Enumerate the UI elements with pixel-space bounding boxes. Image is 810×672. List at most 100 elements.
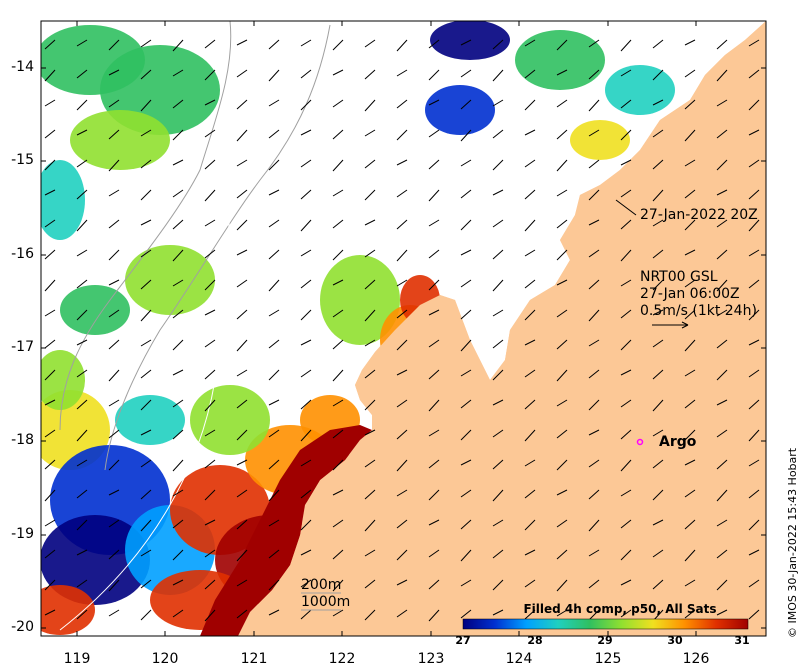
current-arrow [204,519,216,526]
current-arrow [460,99,472,110]
sst-patch [41,515,150,605]
contour-200m [59,21,232,431]
current-arrow [428,129,440,138]
current-arrow [620,39,632,52]
current-arrow [588,489,600,500]
current-arrow [460,159,472,167]
current-arrow [76,249,88,257]
current-arrow [44,339,56,349]
current-arrow [76,339,88,346]
current-arrow [396,489,408,497]
current-arrow [172,609,184,618]
current-arrow [44,399,56,406]
current-arrow [44,219,56,228]
current-arrow [716,369,728,381]
current-arrow [108,399,120,407]
current-arrow [716,309,728,317]
current-arrow [108,489,120,496]
current-arrow [748,99,760,111]
current-arrow [204,369,216,380]
current-arrow [268,399,280,406]
current-arrow [300,429,312,442]
current-arrow [652,549,664,558]
y-tick-label: -19 [11,526,34,542]
current-arrow [364,399,376,411]
current-arrow [652,159,664,170]
current-scale-label: 0.5m/s (1kt 24h) [640,303,757,319]
current-arrow [268,489,280,502]
current-arrow [364,369,376,379]
current-arrow [652,579,664,590]
current-arrow [332,489,344,496]
sst-patch [70,110,170,170]
current-arrow [140,549,152,557]
current-arrow [748,459,760,467]
current-arrow [300,189,312,200]
current-arrow [236,159,248,167]
current-arrow [396,519,408,529]
current-arrow [588,69,600,80]
current-arrow [300,39,312,47]
current-arrow [44,69,56,82]
current-arrow [140,609,152,621]
current-arrow [524,69,536,79]
current-arrow [524,309,536,321]
current-arrow [588,369,600,379]
current-arrow [172,279,184,287]
current-arrow [716,399,728,406]
x-tick-label: 120 [151,651,179,667]
argo-label[interactable]: Argo [659,434,697,450]
argo-marker[interactable] [636,438,644,446]
current-arrow [76,519,88,531]
current-arrow [172,579,184,586]
current-arrow [556,189,568,197]
current-arrow [300,69,312,79]
current-arrow [140,129,152,137]
current-arrow [556,279,568,286]
current-arrow [364,609,376,621]
current-arrow [332,369,344,382]
sst-patches [41,21,766,636]
contour-1000m-label: 1000m [301,594,351,610]
current-arrow [556,489,568,496]
current-arrow [364,39,376,48]
current-arrow [524,609,536,620]
colorbar [462,618,749,630]
current-arrow [44,189,56,196]
current-arrow [204,69,216,81]
current-product-label: NRT00 GSL [640,269,718,285]
colorbar-tick-label: 29 [597,634,613,647]
current-arrow [524,279,536,289]
current-arrow [364,279,376,290]
current-arrow [236,249,248,256]
current-arrow [556,339,568,350]
current-arrow [748,189,760,200]
sst-patch [605,65,675,115]
current-arrow [300,279,312,289]
current-arrow [108,39,120,51]
x-tick-label: 122 [328,651,356,667]
current-arrow [140,579,152,589]
current-arrow [204,219,216,227]
sst-patch [41,160,85,240]
current-arrow [460,489,472,498]
current-arrow [620,189,632,198]
current-arrow [524,399,536,410]
current-arrow [556,69,568,76]
current-arrow [204,399,216,412]
current-arrow [172,159,184,166]
current-arrow [492,39,504,50]
current-arrow [44,99,56,107]
current-arrow [76,219,88,232]
current-arrow [44,429,56,438]
current-arrow [332,519,344,528]
current-arrow [236,219,248,231]
current-arrow [268,549,280,559]
current-arrow [236,279,248,288]
current-arrow [268,429,280,438]
current-arrow [332,219,344,229]
current-arrow [332,339,344,350]
current-arrow [76,129,88,136]
x-tick-label: 123 [417,651,445,667]
